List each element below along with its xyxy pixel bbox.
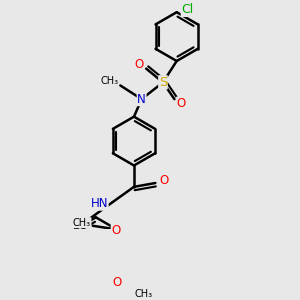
Text: Cl: Cl (181, 3, 194, 16)
Text: S: S (159, 76, 167, 89)
Text: O: O (135, 58, 144, 70)
Text: N: N (137, 93, 146, 106)
Text: O: O (159, 174, 168, 187)
Text: CH₃: CH₃ (73, 218, 91, 228)
Text: HN: HN (91, 197, 108, 210)
Text: O: O (113, 276, 122, 289)
Text: CH₃: CH₃ (100, 76, 118, 86)
Text: O: O (111, 224, 121, 237)
Text: CH₃: CH₃ (134, 290, 152, 299)
Text: O: O (177, 97, 186, 110)
